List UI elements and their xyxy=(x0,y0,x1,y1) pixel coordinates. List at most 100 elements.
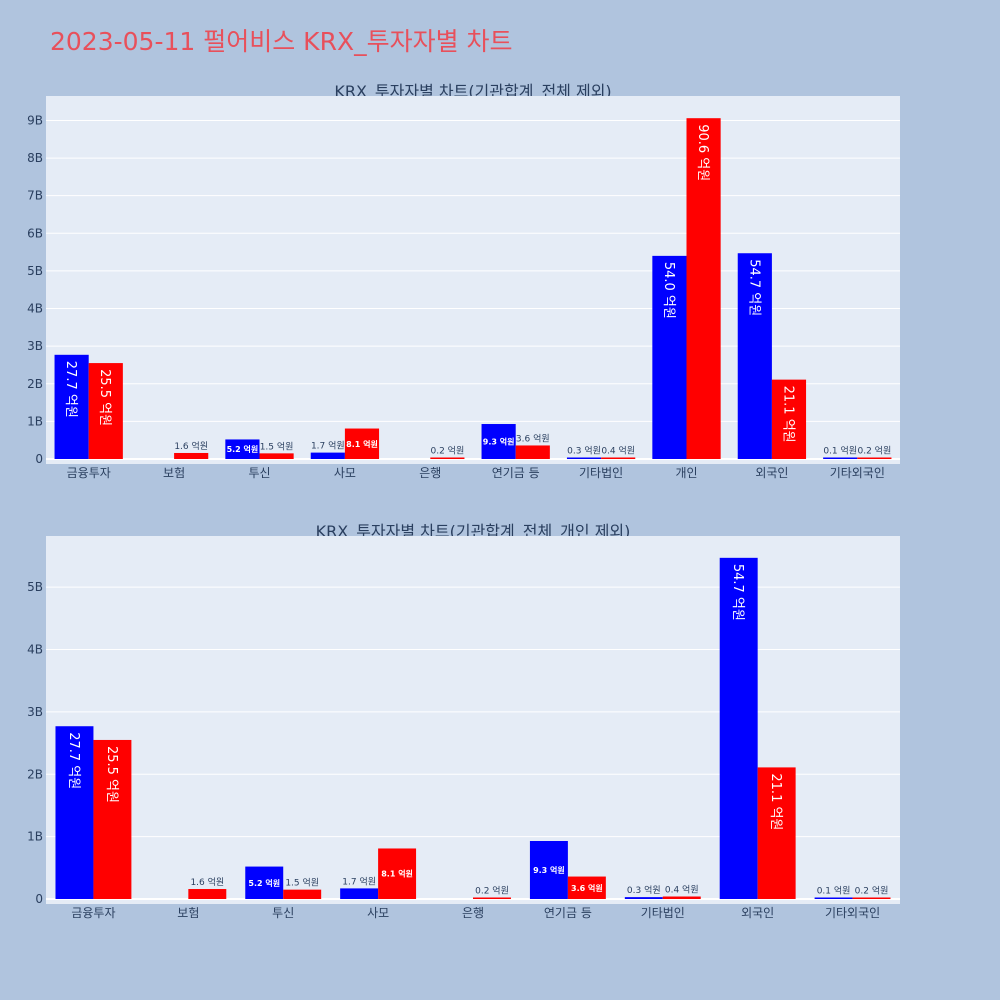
page-title: 2023-05-11 펄어비스 KRX_투자자별 차트 xyxy=(50,27,513,56)
bar xyxy=(601,457,636,459)
bar xyxy=(757,767,796,899)
bar xyxy=(624,897,663,899)
x-tick-label: 사모 xyxy=(334,466,356,480)
x-tick-label: 보험 xyxy=(163,466,185,480)
data-label: 21.1 억원 xyxy=(780,386,795,443)
y-tick-label: 3B xyxy=(27,705,43,719)
bar xyxy=(515,445,550,459)
data-label: 1.7 억원 xyxy=(342,875,376,887)
data-label: 1.7 억원 xyxy=(311,440,345,452)
data-label: 5.2 억원 xyxy=(227,444,259,454)
bar xyxy=(340,888,379,899)
x-tick-label: 기타법인 xyxy=(579,466,623,480)
data-label: 54.0 억원 xyxy=(661,262,676,319)
x-tick-label: 투신 xyxy=(248,466,270,480)
data-label: 54.7 억원 xyxy=(746,259,761,316)
y-tick-label: 1B xyxy=(27,414,43,428)
y-tick-label: 8B xyxy=(27,151,43,165)
bar xyxy=(814,897,853,899)
data-label: 0.1 억원 xyxy=(817,885,851,897)
bar xyxy=(188,889,227,899)
x-tick-label: 사모 xyxy=(367,906,389,920)
x-tick-label: 기타외국인 xyxy=(825,906,880,920)
x-tick-label: 외국인 xyxy=(755,466,788,480)
bar xyxy=(310,452,345,459)
x-tick-label: 외국인 xyxy=(741,906,774,920)
data-label: 0.1 억원 xyxy=(823,445,857,457)
x-tick-label: 투신 xyxy=(272,906,294,920)
bar xyxy=(93,739,132,899)
bar xyxy=(259,453,294,459)
bar xyxy=(430,457,465,459)
bar xyxy=(344,428,380,459)
data-label: 1.5 억원 xyxy=(260,440,294,452)
data-label: 0.4 억원 xyxy=(601,444,635,456)
bar xyxy=(852,897,891,899)
bar xyxy=(719,557,758,899)
data-label: 0.4 억원 xyxy=(665,884,699,896)
y-tick-label: 5B xyxy=(27,580,43,594)
bar xyxy=(55,726,94,899)
data-label: 54.7 억원 xyxy=(730,564,745,621)
data-label: 9.3 억원 xyxy=(483,437,515,447)
data-label: 0.2 억원 xyxy=(475,885,509,897)
data-label: 25.5 억원 xyxy=(97,369,112,426)
x-tick-label: 기타외국인 xyxy=(830,466,885,480)
bar xyxy=(662,896,701,899)
x-tick-label: 연기금 등 xyxy=(492,466,540,480)
data-label: 8.1 억원 xyxy=(381,869,413,879)
y-tick-label: 5B xyxy=(27,264,43,278)
x-tick-label: 연기금 등 xyxy=(544,906,592,920)
data-label: 90.6 억원 xyxy=(695,124,710,181)
x-tick-label: 보험 xyxy=(177,906,199,920)
bar xyxy=(652,255,687,459)
y-tick-label: 4B xyxy=(27,643,43,657)
bar xyxy=(857,457,892,459)
bar xyxy=(473,897,511,899)
data-label: 0.2 억원 xyxy=(855,885,889,897)
x-tick-label: 개인 xyxy=(675,466,697,480)
y-tick-label: 7B xyxy=(27,189,43,203)
bar xyxy=(378,848,417,899)
y-tick-label: 9B xyxy=(27,113,43,127)
bar xyxy=(529,840,568,899)
bar xyxy=(225,439,260,459)
data-label: 27.7 억원 xyxy=(63,361,78,418)
bar xyxy=(54,354,89,459)
bar xyxy=(771,379,807,459)
bar xyxy=(566,457,602,459)
x-tick-label: 금융투자 xyxy=(71,906,115,920)
x-tick-label: 은행 xyxy=(462,905,484,920)
data-label: 3.6 억원 xyxy=(516,432,550,444)
bar xyxy=(88,363,123,459)
bar xyxy=(245,866,284,899)
data-label: 5.2 억원 xyxy=(248,878,280,888)
bar xyxy=(686,118,721,459)
bar xyxy=(481,424,516,459)
y-tick-label: 6B xyxy=(27,226,43,240)
y-tick-label: 0 xyxy=(35,452,43,466)
y-tick-label: 4B xyxy=(27,302,43,316)
data-label: 25.5 억원 xyxy=(104,746,119,803)
data-label: 0.2 억원 xyxy=(858,445,892,457)
data-label: 8.1 억원 xyxy=(346,439,378,449)
data-label: 1.5 억원 xyxy=(285,877,319,889)
bar xyxy=(174,452,209,459)
data-label: 27.7 억원 xyxy=(66,732,81,789)
data-label: 1.6 억원 xyxy=(190,876,224,888)
x-tick-label: 기타법인 xyxy=(641,906,685,920)
y-tick-label: 3B xyxy=(27,339,43,353)
y-tick-label: 2B xyxy=(27,377,43,391)
data-label: 1.6 억원 xyxy=(174,440,208,452)
y-tick-label: 0 xyxy=(35,892,43,906)
y-tick-label: 1B xyxy=(27,830,43,844)
bar xyxy=(737,253,772,459)
bar xyxy=(823,457,858,459)
data-label: 0.3 억원 xyxy=(567,445,601,457)
data-label: 0.2 억원 xyxy=(431,445,465,457)
x-tick-label: 은행 xyxy=(419,465,441,480)
y-tick-label: 2B xyxy=(27,767,43,781)
bar xyxy=(283,889,322,899)
